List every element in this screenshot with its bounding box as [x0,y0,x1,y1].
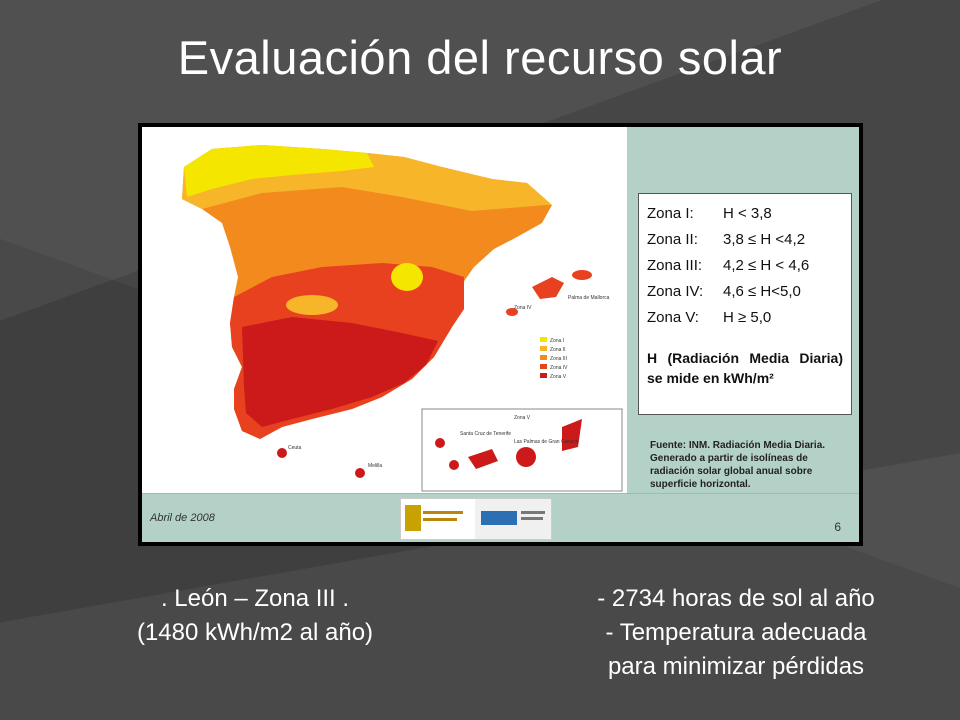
mini-legend-swatch-ii [540,346,547,351]
canary-island-2 [449,460,459,470]
label-santa-cruz: Santa Cruz de Tenerife [460,431,511,437]
mini-legend-label-iv: Zona IV [550,365,568,371]
mini-legend-label-v: Zona V [550,374,567,380]
gran-canaria-island [516,447,536,467]
mini-legend-swatch-iii [540,355,547,360]
ibiza-island [506,308,518,316]
ceuta-marker [277,448,287,458]
ministry-logos [400,498,552,540]
legend-row-zona-iv: Zona IV: 4,6 ≤ H<5,0 [647,278,843,304]
fuerteventura-island [562,419,582,451]
legend-zone-range: H ≥ 5,0 [723,308,772,326]
logo-graphic [405,499,551,539]
benefits-caption: - 2734 horas de sol al año - Temperatura… [530,582,942,684]
mini-legend-label-iii: Zona III [550,356,567,362]
legend-zone-label: Zona IV: [647,282,704,300]
canary-island-1 [435,438,445,448]
slide-title: Evaluación del recurso solar [177,31,783,84]
tenerife-island [468,449,498,469]
leon-caption: . León – Zona III . (1480 kWh/m2 al año) [70,582,440,650]
map-page-number: 6 [834,520,841,534]
mini-legend-swatch-iv [540,364,547,369]
zone-i-north [184,145,374,197]
map-inner: Zona I Zona II Zona III Zona IV Zona V P… [142,127,859,542]
legend-zone-label: Zona I: [647,204,694,222]
label-las-palmas: Las Palmas de Gran Canaria [514,439,579,445]
leon-zone-text: . León – Zona III . [160,585,350,612]
melilla-marker [355,468,365,478]
mini-legend-label-ii: Zona II [550,347,566,353]
legend-unit-note: H (Radiación Media Diaria) se mide en kW… [647,350,843,386]
legend-zone-label: Zona III: [647,256,703,274]
mini-legend-label-i: Zona I [550,338,564,344]
zone-v-south [242,317,438,427]
menorca-island [572,270,592,280]
solar-map-figure: Zona I Zona II Zona III Zona IV Zona V P… [138,123,863,546]
mini-legend-swatch-v [540,373,547,378]
legend-zone-label: Zona V: [647,308,699,326]
label-zona-iv-balearic: Zona IV [514,305,532,311]
label-palma: Palma de Mallorca [568,295,610,301]
label-zona-v-canary: Zona V [514,415,531,421]
source-note: Fuente: INM. Radiación Media Diaria. Gen… [650,440,826,490]
map-footer: Abril de 2008 6 [142,493,859,542]
leon-energy-text: (1480 kWh/m2 al año) [136,619,374,646]
legend-zone-range: 3,8 ≤ H <4,2 [723,230,806,248]
map-svg: Zona I Zona II Zona III Zona IV Zona V P… [182,145,623,492]
map-date: Abril de 2008 [150,512,215,524]
legend-row-zona-iii: Zona III: 4,2 ≤ H < 4,6 [647,252,843,278]
legend-row-zona-v: Zona V: H ≥ 5,0 [647,304,843,330]
spain-radiation-map: Zona I Zona II Zona III Zona IV Zona V P… [142,127,627,493]
temperature-text: - Temperatura adecuada [605,619,867,646]
legend-zone-range: 4,2 ≤ H < 4,6 [723,256,810,274]
label-ceuta: Ceuta [288,445,302,451]
losses-text: para minimizar pérdidas [607,653,865,680]
zone-i-inland-patch [391,263,423,291]
sun-hours-text: - 2734 horas de sol al año [597,585,875,612]
legend-row-zona-i: Zona I: H < 3,8 [647,200,843,226]
mini-legend-swatch-i [540,337,547,342]
zone-ii-inland-patch [286,295,338,315]
legend-zone-range: 4,6 ≤ H<5,0 [723,282,801,300]
mallorca-island [532,277,564,299]
legend-row-zona-ii: Zona II: 3,8 ≤ H <4,2 [647,226,843,252]
legend-zone-range: H < 3,8 [723,204,772,222]
label-melilla: Melilla [368,463,382,469]
legend-zone-label: Zona II: [647,230,698,248]
zone-legend-box: Zona I: H < 3,8 Zona II: 3,8 ≤ H <4,2 Zo… [638,193,852,415]
